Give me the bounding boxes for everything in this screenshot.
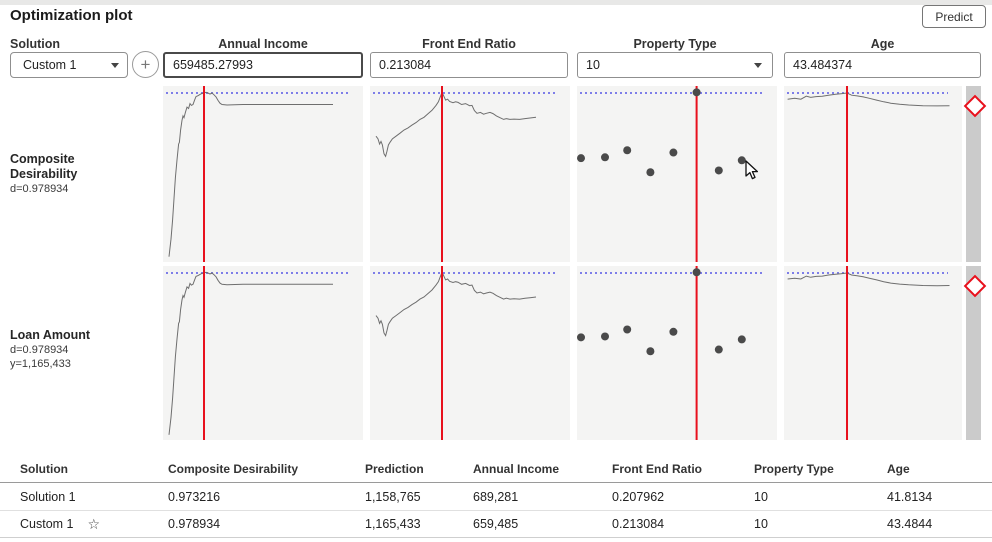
solution-dropdown[interactable]: Custom 1: [10, 52, 128, 78]
col-header-composite-desirability: Composite Desirability: [168, 461, 299, 476]
age-input[interactable]: [784, 52, 981, 78]
cell-property-type: 10: [754, 517, 768, 531]
plus-icon: +: [140, 55, 151, 74]
cell-prediction: 1,165,433: [365, 517, 421, 531]
factor-label-annual-income: Annual Income: [218, 37, 308, 51]
solution-name: Custom 1: [20, 517, 74, 531]
desirability-slider-track[interactable]: [966, 266, 981, 440]
col-header-age: Age: [887, 461, 910, 476]
cell-composite-desirability: 0.978934: [168, 517, 221, 531]
row-label-loan-amount: Loan Amount d=0.978934 y=1,165,433: [10, 328, 130, 371]
factor-label-property-type: Property Type: [633, 37, 717, 51]
cell-property-type: 10: [754, 489, 768, 504]
desirability-value: d=0.978934: [10, 344, 69, 356]
factor-label-age: Age: [870, 37, 895, 51]
profile-plot-composite-annual-income[interactable]: [163, 86, 363, 262]
chevron-down-icon: [754, 62, 762, 68]
predict-button[interactable]: Predict: [922, 5, 986, 28]
col-header-solution: Solution: [20, 461, 68, 476]
profile-plot-composite-property-type[interactable]: [577, 86, 777, 262]
col-header-property-type: Property Type: [754, 461, 834, 476]
profile-plot-loan-property-type[interactable]: [577, 266, 777, 440]
desirability-value: d=0.978934: [10, 183, 69, 195]
cell-annual-income: 689,281: [473, 489, 519, 504]
col-header-front-end-ratio: Front End Ratio: [612, 461, 702, 476]
cell-composite-desirability: 0.973216: [168, 489, 221, 504]
top-divider: [0, 0, 992, 5]
factor-label-front-end-ratio: Front End Ratio: [422, 37, 516, 51]
add-solution-button[interactable]: +: [132, 51, 159, 78]
col-header-prediction: Prediction: [365, 461, 424, 476]
table-row-custom-1[interactable]: Custom 1 ☆ 0.978934 1,165,433 659,485 0.…: [0, 511, 992, 538]
favorite-star-icon[interactable]: ☆: [87, 515, 101, 532]
front-end-ratio-input[interactable]: [370, 52, 568, 78]
profile-plot-composite-front-end-ratio[interactable]: [370, 86, 570, 262]
profile-plot-loan-front-end-ratio[interactable]: [370, 266, 570, 440]
solution-dropdown-value: Custom 1: [23, 58, 77, 72]
row-label-composite-desirability: Composite Desirability d=0.978934: [10, 152, 130, 196]
profile-plot-loan-annual-income[interactable]: [163, 266, 363, 440]
property-type-dropdown[interactable]: 10: [577, 52, 773, 78]
cell-age: 43.4844: [887, 517, 933, 531]
response-value: y=1,165,433: [10, 358, 71, 370]
desirability-slider-track[interactable]: [966, 86, 981, 262]
annual-income-input[interactable]: [163, 52, 363, 78]
solution-name: Solution 1: [20, 489, 76, 504]
chevron-down-icon: [111, 62, 119, 68]
solution-label: Solution: [10, 37, 60, 51]
col-header-annual-income: Annual Income: [473, 461, 560, 476]
cell-front-end-ratio: 0.207962: [612, 489, 665, 504]
table-header-row: Solution Composite Desirability Predicti…: [0, 455, 992, 483]
response-name: Composite Desirability: [10, 152, 78, 181]
table-row-solution-1[interactable]: Solution 1 0.973216 1,158,765 689,281 0.…: [0, 483, 992, 511]
cell-front-end-ratio: 0.213084: [612, 517, 665, 531]
cell-annual-income: 659,485: [473, 517, 519, 531]
solutions-table: Solution Composite Desirability Predicti…: [0, 455, 992, 538]
page-title: Optimization plot: [10, 7, 133, 24]
cell-age: 41.8134: [887, 489, 933, 504]
profile-plot-loan-age[interactable]: [784, 266, 962, 440]
cell-prediction: 1,158,765: [365, 489, 421, 504]
profile-plot-composite-age[interactable]: [784, 86, 962, 262]
property-type-value: 10: [586, 58, 600, 72]
response-name: Loan Amount: [10, 328, 91, 342]
